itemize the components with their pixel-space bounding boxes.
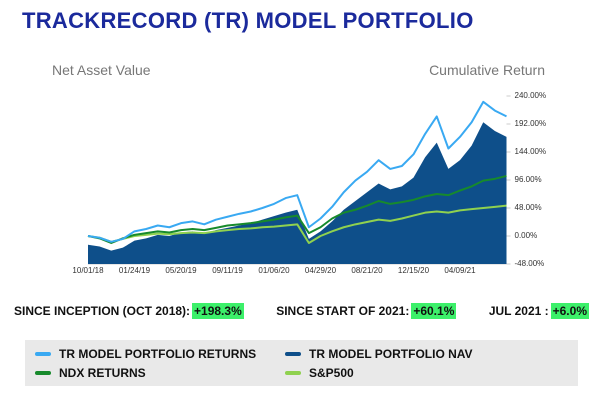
- stat-label: JUL 2021 :: [488, 304, 549, 318]
- stat: SINCE START OF 2021: +60.1%: [276, 303, 457, 319]
- stat-value: +60.1%: [411, 303, 457, 319]
- x-tick-label: 01/24/19: [119, 266, 151, 275]
- legend-entry: TR MODEL PORTFOLIO RETURNS: [35, 344, 285, 363]
- stats-row: SINCE INCEPTION (OCT 2018): +198.3% SINCE …: [14, 303, 589, 319]
- legend-entry: TR MODEL PORTFOLIO NAV: [285, 344, 535, 363]
- x-tick-label: 01/06/20: [258, 266, 290, 275]
- y-tick-label: 240.00%: [515, 91, 547, 100]
- chart-title: TRACKRECORD (TR) MODEL PORTFOLIO: [22, 8, 474, 33]
- chart: 240.00% 192.00% 144.00% 96.00% 48.00% 0.00% -4…: [72, 91, 547, 275]
- legend-entry: S&P500: [285, 363, 535, 382]
- x-tick-label: 08/21/20: [351, 266, 383, 275]
- y-tick-label: 96.00%: [515, 175, 542, 184]
- stat-value: +6.0%: [550, 303, 589, 319]
- stat: SINCE INCEPTION (OCT 2018): +198.3%: [14, 303, 244, 319]
- legend-swatch: [35, 370, 51, 375]
- x-tick-label: 10/01/18: [72, 266, 104, 275]
- y-tick-label: -48.00%: [515, 259, 545, 268]
- x-tick-label: 04/09/21: [444, 266, 476, 275]
- x-tick-label: 05/20/19: [165, 266, 197, 275]
- legend: TR MODEL PORTFOLIO RETURNS TR MODEL PORTF…: [25, 340, 578, 386]
- right-axis-label: Cumulative Return: [429, 62, 545, 78]
- y-tick-label: 192.00%: [515, 119, 547, 128]
- stat-value: +198.3%: [192, 303, 244, 319]
- legend-label: TR MODEL PORTFOLIO NAV: [309, 346, 473, 361]
- legend-swatch: [285, 351, 301, 356]
- legend-label: TR MODEL PORTFOLIO RETURNS: [59, 346, 257, 361]
- x-tick-label: 09/11/19: [212, 266, 243, 275]
- series-line: [87, 100, 507, 243]
- nav-area: [88, 122, 507, 264]
- stat: JUL 2021 : +6.0%: [488, 303, 589, 319]
- y-tick-label: 48.00%: [515, 203, 542, 212]
- series-line: [87, 204, 507, 244]
- legend-label: S&P500: [309, 365, 354, 380]
- legend-swatch: [35, 351, 51, 356]
- legend-entry: NDX RETURNS: [35, 363, 285, 382]
- y-tick-label: 144.00%: [515, 147, 547, 156]
- stat-label: SINCE START OF 2021:: [276, 304, 410, 318]
- x-tick-label: 04/29/20: [305, 266, 337, 275]
- legend-swatch: [285, 370, 301, 375]
- stat-label: SINCE INCEPTION (OCT 2018):: [14, 304, 191, 318]
- series-line: [87, 174, 507, 244]
- y-tick-label: 0.00%: [515, 231, 538, 240]
- x-tick-label: 12/15/20: [398, 266, 430, 275]
- left-axis-label: Net Asset Value: [52, 62, 151, 78]
- legend-label: NDX RETURNS: [59, 365, 146, 380]
